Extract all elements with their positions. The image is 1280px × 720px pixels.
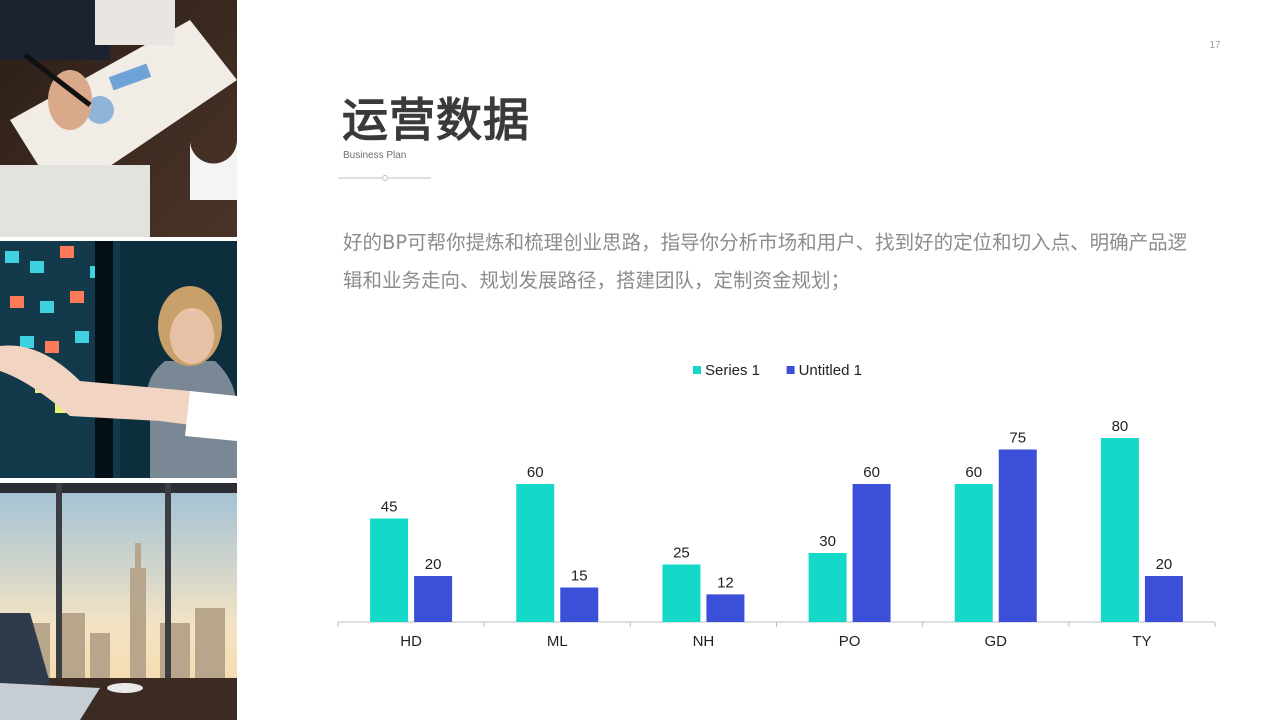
data-label-hd-series-1: 45: [381, 499, 398, 516]
data-label-nh-series-1: 25: [673, 545, 690, 562]
data-label-ml-series-1: 60: [527, 464, 544, 481]
data-label-gd-series-2: 75: [1009, 430, 1026, 447]
bar-nh-series-2: [706, 594, 745, 622]
bar-ty-series-2: [1144, 576, 1183, 622]
bar-hd-series-1: [370, 518, 409, 622]
x-tick-label-ty: TY: [1132, 633, 1151, 650]
bar-gd-series-1: [954, 484, 993, 622]
bar-po-series-2: [852, 484, 891, 622]
bar-gd-series-2: [998, 449, 1037, 622]
data-label-hd-series-2: 20: [425, 556, 442, 573]
data-label-ty-series-1: 80: [1112, 418, 1129, 435]
bar-po-series-1: [808, 553, 847, 622]
data-label-po-series-1: 30: [819, 533, 836, 550]
business-meeting-photo: [0, 0, 237, 237]
legend-label-series-2: Untitled 1: [799, 362, 862, 379]
intro-paragraph: 好的BP可帮你提炼和梳理创业思路，指导你分析市场和用户、找到好的定位和切入点、明…: [343, 231, 1188, 292]
data-label-ml-series-2: 15: [571, 568, 588, 585]
bar-nh-series-1: [662, 564, 701, 622]
bar-ty-series-1: [1100, 438, 1139, 622]
data-label-po-series-2: 60: [863, 464, 880, 481]
data-label-ty-series-2: 20: [1156, 556, 1173, 573]
page-subtitle: Business Plan: [343, 150, 407, 161]
bar-hd-series-2: [414, 576, 453, 622]
sticky-notes-photo: [0, 241, 237, 478]
data-label-nh-series-2: 12: [717, 574, 734, 591]
legend-label-series-1: Series 1: [705, 362, 760, 379]
page-title: 运营数据: [342, 93, 530, 147]
city-office-photo: [0, 483, 237, 720]
legend-swatch-series-2: [786, 366, 795, 374]
x-tick-label-hd: HD: [400, 633, 422, 650]
title-divider: [338, 175, 431, 181]
x-tick-label-gd: GD: [985, 633, 1008, 650]
bar-ml-series-1: [516, 484, 555, 622]
page-number: 17: [1209, 40, 1221, 51]
bar-ml-series-2: [560, 587, 599, 622]
x-tick-label-po: PO: [839, 633, 861, 650]
data-label-gd-series-1: 60: [965, 464, 982, 481]
x-tick-label-ml: ML: [547, 633, 568, 650]
legend-swatch-series-1: [693, 366, 701, 374]
x-tick-label-nh: NH: [693, 633, 715, 650]
